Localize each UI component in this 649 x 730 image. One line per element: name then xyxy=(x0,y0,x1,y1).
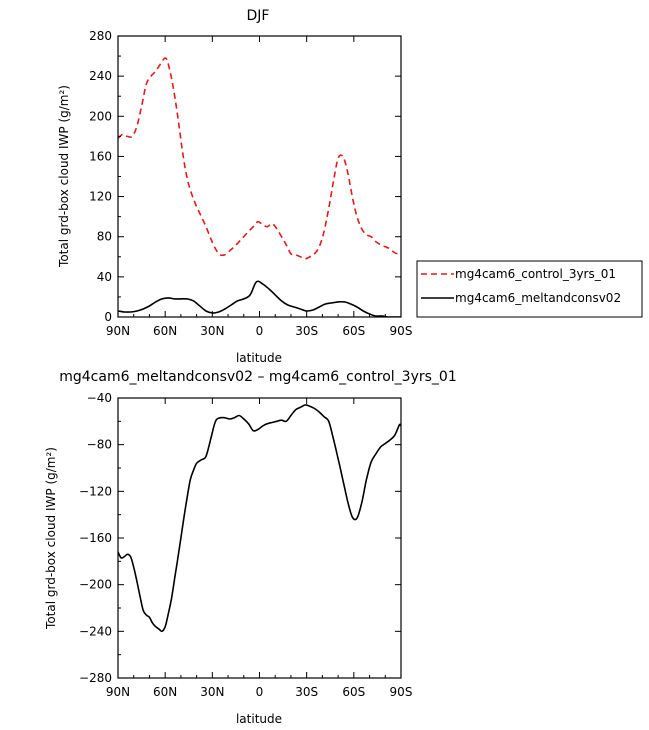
bottom-x-tick-label: 90S xyxy=(390,685,413,699)
top-y-tick-label: 200 xyxy=(89,109,112,123)
bottom-y-tick-label: −160 xyxy=(79,531,112,545)
top-y-tick-label: 160 xyxy=(89,149,112,163)
bottom-chart-y-axis-label: Total grd-box cloud IWP (g/m²) xyxy=(44,447,58,630)
legend-frame xyxy=(416,260,643,318)
top-chart: DJF 90N 60N 30N 0 30S 60S 90S 0 40 80 120 160 200 240… xyxy=(57,8,643,365)
top-x-tick-label: 0 xyxy=(256,324,264,338)
bottom-y-tick-label: −200 xyxy=(79,578,112,592)
top-series-line-1 xyxy=(118,57,401,260)
top-x-tick-label: 60N xyxy=(153,324,177,338)
legend-label-control: mg4cam6_control_3yrs_01 xyxy=(455,267,616,281)
top-chart-title: DJF xyxy=(247,8,270,24)
bottom-x-tick-label: 60N xyxy=(153,685,177,699)
bottom-chart-plot-frame xyxy=(117,397,402,679)
top-chart-legend: mg4cam6_control_3yrs_01 mg4cam6_meltandc… xyxy=(416,260,643,318)
bottom-x-tick-label: 90N xyxy=(106,685,130,699)
bottom-chart: mg4cam6_meltandconsv02 – mg4cam6_control… xyxy=(44,369,457,726)
top-chart-y-axis-label: Total grd-box cloud IWP (g/m²) xyxy=(57,85,71,268)
top-chart-plot-frame xyxy=(117,35,402,318)
bottom-y-tick-label: −280 xyxy=(79,671,112,685)
bottom-y-tick-label: −80 xyxy=(87,438,112,452)
legend-label-meltandconsv02: mg4cam6_meltandconsv02 xyxy=(455,291,621,305)
top-y-tick-label: 0 xyxy=(104,310,112,324)
bottom-y-tick-label: −240 xyxy=(79,624,112,638)
bottom-y-tick-label: −40 xyxy=(87,391,112,405)
top-y-tick-label: 40 xyxy=(97,270,112,284)
top-x-tick-label: 90S xyxy=(390,324,413,338)
bottom-y-tick-label: −120 xyxy=(79,484,112,498)
top-y-tick-label: 240 xyxy=(89,69,112,83)
bottom-x-tick-label: 0 xyxy=(256,685,264,699)
bottom-x-tick-label: 60S xyxy=(342,685,365,699)
top-x-tick-label: 60S xyxy=(342,324,365,338)
top-x-tick-label: 30N xyxy=(200,324,224,338)
bottom-chart-x-axis-label: latitude xyxy=(236,712,282,726)
bottom-x-tick-label: 30N xyxy=(200,685,224,699)
bottom-series-line-1 xyxy=(118,404,401,633)
bottom-x-tick-label: 30S xyxy=(295,685,318,699)
bottom-chart-title: mg4cam6_meltandconsv02 – mg4cam6_control… xyxy=(59,369,457,385)
top-series-line-2 xyxy=(118,280,401,317)
top-chart-x-axis-label: latitude xyxy=(236,351,282,365)
top-y-tick-label: 120 xyxy=(89,190,112,204)
top-y-tick-label: 280 xyxy=(89,29,112,43)
top-x-tick-label: 90N xyxy=(106,324,130,338)
top-x-tick-label: 30S xyxy=(295,324,318,338)
top-y-tick-label: 80 xyxy=(97,230,112,244)
